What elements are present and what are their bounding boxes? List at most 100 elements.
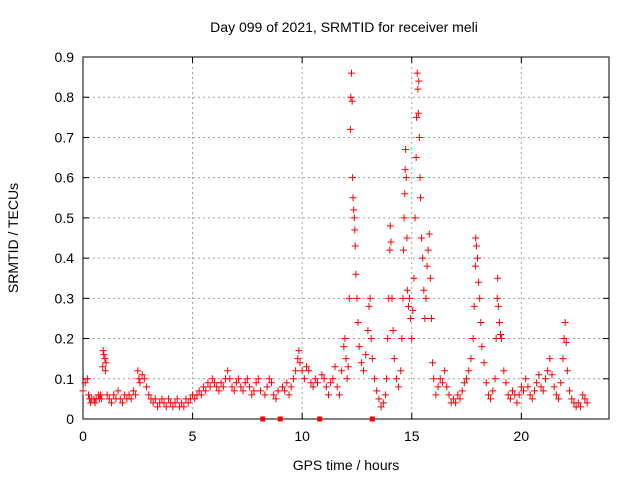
data-point [386, 246, 394, 254]
data-point [408, 335, 416, 343]
data-point [267, 379, 275, 387]
data-point [178, 399, 186, 407]
data-point [322, 383, 330, 391]
data-point [327, 379, 335, 387]
data-point [458, 387, 466, 395]
data-point [530, 387, 538, 395]
data-point [351, 242, 359, 250]
data-point [436, 375, 444, 383]
data-point [309, 383, 317, 391]
data-point [386, 222, 394, 230]
data-point [375, 395, 383, 403]
data-point [353, 294, 361, 302]
data-point [387, 238, 395, 246]
data-point [429, 359, 437, 367]
data-point [350, 206, 358, 214]
y-tick-label: 0.6 [55, 170, 75, 186]
data-point [472, 242, 480, 250]
data-point [421, 314, 429, 322]
data-point [151, 395, 159, 403]
data-point [352, 270, 360, 278]
data-point [574, 399, 582, 407]
data-point [230, 387, 238, 395]
data-point [413, 113, 421, 121]
data-point [533, 379, 541, 387]
data-point [520, 387, 528, 395]
data-point [432, 391, 440, 399]
data-point [561, 318, 569, 326]
grid-layer [83, 57, 609, 419]
y-tick-label: 0.8 [55, 89, 75, 105]
data-point [211, 379, 218, 387]
data-point [197, 391, 205, 399]
data-point [454, 391, 462, 399]
data-point [101, 367, 109, 375]
data-point [272, 395, 280, 403]
data-point [134, 367, 142, 375]
data-point [526, 391, 534, 399]
data-point [364, 327, 372, 335]
data-point [403, 286, 411, 294]
data-point [84, 391, 92, 399]
data-point [548, 371, 556, 379]
data-point [132, 391, 140, 399]
gap-markers [260, 416, 375, 422]
data-point [217, 379, 225, 387]
data-point [422, 294, 430, 302]
data-point [423, 262, 431, 270]
data-point [498, 335, 506, 343]
data-point [292, 367, 300, 375]
data-point [145, 391, 153, 399]
data-point [204, 379, 212, 387]
plot-frame [82, 56, 610, 420]
data-point [289, 375, 297, 383]
data-point [402, 174, 410, 182]
data-point [283, 379, 291, 387]
data-point [467, 355, 475, 363]
data-point [388, 294, 396, 302]
data-point [415, 133, 423, 141]
data-point [331, 363, 339, 371]
data-point [274, 387, 282, 395]
data-point [224, 367, 232, 375]
x-tick-label: 20 [514, 428, 530, 444]
data-point [285, 391, 293, 399]
data-point [494, 274, 502, 282]
data-point [160, 399, 168, 407]
data-point [409, 306, 417, 314]
data-point [351, 226, 359, 234]
data-point [487, 395, 495, 403]
data-point [445, 391, 453, 399]
data-point [414, 109, 422, 117]
data-point [213, 383, 221, 391]
data-point [136, 379, 144, 387]
data-point [346, 125, 354, 133]
x-tick-label: 0 [79, 428, 87, 444]
data-point [343, 375, 351, 383]
data-point [102, 359, 110, 367]
data-point [465, 367, 473, 375]
data-point [79, 387, 87, 395]
data-point [294, 355, 302, 363]
data-point [219, 383, 227, 391]
data-point [347, 93, 355, 101]
data-point [434, 383, 442, 391]
data-point [329, 375, 337, 383]
data-point [162, 403, 170, 411]
chart-title: Day 099 of 2021, SRMTID for receiver mel… [210, 19, 478, 35]
data-point [311, 375, 319, 383]
data-point [158, 395, 166, 403]
gap-marker [277, 416, 283, 422]
y-tick-label: 0.4 [55, 250, 75, 266]
data-point [97, 391, 105, 399]
data-point [173, 395, 181, 403]
data-point [195, 387, 203, 395]
data-point [563, 367, 571, 375]
data-point [118, 399, 126, 407]
data-point [278, 383, 286, 391]
y-axis-title: SRMTID / TECUs [5, 183, 21, 293]
data-point [83, 375, 91, 383]
gap-marker [317, 416, 323, 422]
data-point [250, 387, 258, 395]
